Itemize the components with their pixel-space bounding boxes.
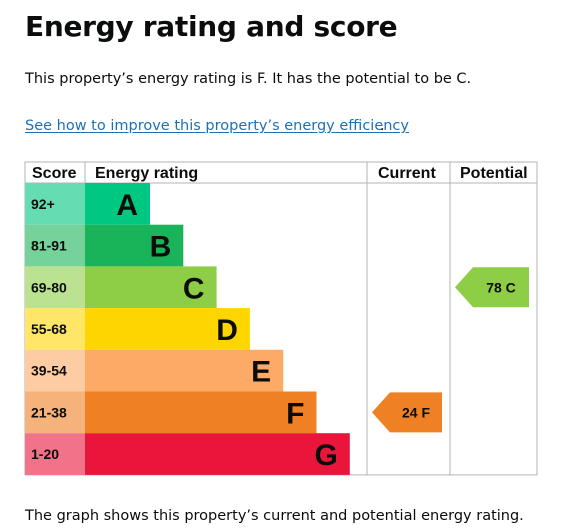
improve-efficiency-link[interactable]: See how to improve this property’s energ…	[25, 118, 409, 134]
potential-rating-label: 78 C	[486, 279, 516, 295]
score-range-c: 69-80	[31, 279, 67, 295]
header-energy-rating: Energy rating	[95, 165, 198, 182]
score-cell-e	[25, 349, 85, 392]
score-cell-f	[25, 391, 85, 434]
score-range-a: 92+	[31, 196, 55, 212]
header-potential: Potential	[460, 165, 528, 182]
score-cell-g	[25, 433, 85, 475]
band-bar-b	[85, 224, 184, 267]
band-letter-a: A	[116, 189, 138, 222]
improve-link-punctuation: .	[380, 118, 385, 134]
score-cell-d	[25, 308, 85, 350]
band-bar-e	[85, 349, 284, 392]
band-letter-d: D	[216, 314, 238, 347]
band-bar-a	[85, 183, 150, 225]
band-letter-b: B	[150, 231, 172, 264]
chart-footnote: The graph shows this property’s current …	[25, 508, 524, 524]
header-current: Current	[378, 165, 436, 182]
band-letter-f: F	[286, 397, 304, 430]
score-range-e: 39-54	[31, 363, 67, 379]
page-title: Energy rating and score	[25, 10, 398, 43]
score-cell-c	[25, 266, 85, 309]
score-cell-a	[25, 183, 85, 225]
current-arrow	[372, 392, 442, 433]
band-letter-e: E	[251, 356, 271, 389]
header-score: Score	[32, 165, 77, 182]
score-range-b: 81-91	[31, 238, 67, 254]
band-letter-c: C	[183, 272, 205, 305]
band-bar-g	[85, 433, 350, 475]
score-cell-b	[25, 224, 85, 267]
band-bar-c	[85, 266, 217, 309]
band-bar-f	[85, 391, 317, 434]
score-range-f: 21-38	[31, 404, 67, 420]
potential-arrow	[455, 267, 529, 308]
band-letter-g: G	[314, 439, 337, 472]
score-range-d: 55-68	[31, 321, 67, 337]
band-bar-d	[85, 308, 250, 350]
current-rating-label: 24 F	[402, 404, 430, 420]
rating-summary: This property’s energy rating is F. It h…	[25, 71, 472, 87]
score-range-g: 1-20	[31, 446, 59, 462]
